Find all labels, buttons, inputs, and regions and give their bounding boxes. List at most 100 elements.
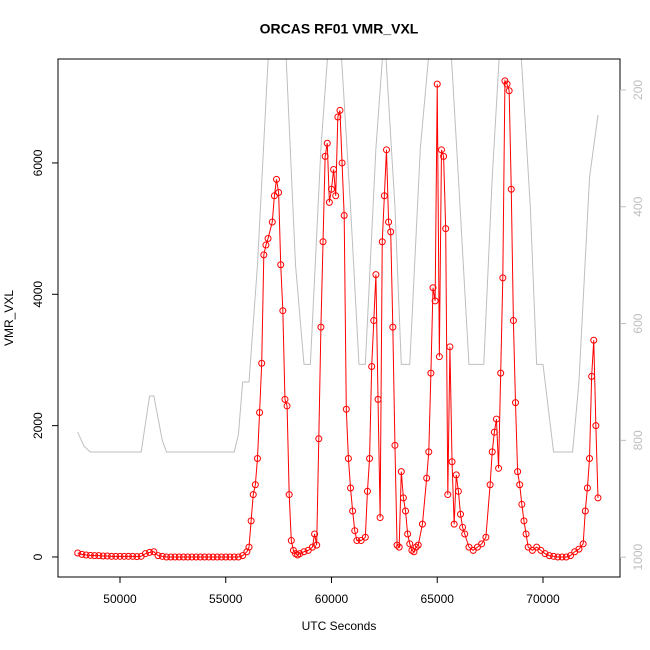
data-point (465, 543, 473, 551)
data-point (391, 441, 399, 449)
y-tick-label: 6000 (31, 149, 45, 176)
x-tick-label: 60000 (315, 592, 349, 606)
data-point (334, 113, 342, 121)
data-point (363, 487, 371, 495)
data-point (440, 152, 448, 160)
data-point (505, 87, 513, 95)
data-point (315, 435, 323, 443)
chart-title: ORCAS RF01 VMR_VXL (260, 21, 419, 37)
data-point (262, 241, 270, 249)
y2-tick-label: 800 (631, 430, 645, 450)
data-point (230, 553, 238, 561)
data-point (514, 468, 522, 476)
data-point (418, 520, 426, 528)
data-point (327, 185, 335, 193)
data-point (431, 297, 439, 305)
data-point (332, 192, 340, 200)
data-point (558, 553, 566, 561)
data-point (550, 552, 558, 560)
x-axis-label: UTC Seconds (302, 619, 377, 633)
data-point (395, 543, 403, 551)
data-point (509, 317, 517, 325)
data-point (357, 537, 365, 545)
data-point (442, 225, 450, 233)
data-point (541, 550, 549, 558)
data-point (226, 553, 234, 561)
data-point (95, 552, 103, 560)
data-point (378, 238, 386, 246)
data-point (277, 261, 285, 269)
data-point (336, 106, 344, 114)
data-point (213, 553, 221, 561)
data-point (103, 552, 111, 560)
data-point (273, 175, 281, 183)
data-point (586, 454, 594, 462)
data-point (387, 228, 395, 236)
data-point (414, 541, 422, 549)
data-point (351, 527, 359, 535)
data-point (323, 139, 331, 147)
data-point (222, 553, 230, 561)
data-point (448, 458, 456, 466)
data-point (372, 271, 380, 279)
data-point (308, 543, 316, 551)
data-point (338, 159, 346, 167)
data-point (412, 543, 420, 551)
data-point (285, 491, 293, 499)
data-point (397, 468, 405, 476)
data-point (579, 540, 587, 548)
data-point (511, 399, 519, 407)
data-point (444, 491, 452, 499)
data-point (205, 553, 213, 561)
data-point (275, 189, 283, 197)
data-point (488, 448, 496, 456)
data-point (524, 543, 532, 551)
data-line (77, 79, 599, 558)
data-point (583, 484, 591, 492)
data-point (91, 552, 99, 560)
data-point (545, 552, 553, 560)
data-point (461, 530, 469, 538)
data-point (423, 474, 431, 482)
data-point (433, 80, 441, 88)
data-point (300, 548, 308, 556)
y-tick-label: 4000 (31, 281, 45, 308)
data-point (218, 553, 226, 561)
data-point (427, 369, 435, 377)
data-point (304, 546, 312, 554)
data-point (264, 234, 272, 242)
data-point (296, 550, 304, 558)
data-point (478, 540, 486, 548)
data-point (82, 551, 90, 559)
data-point (150, 548, 158, 556)
data-point (313, 541, 321, 549)
data-point (588, 372, 596, 380)
data-point (321, 152, 329, 160)
data-point (108, 552, 116, 560)
data-point (518, 500, 526, 508)
data-point (537, 546, 545, 554)
data-point (279, 307, 287, 315)
data-point (129, 552, 137, 560)
data-point (389, 323, 397, 331)
data-point (473, 543, 481, 551)
data-point (124, 552, 132, 560)
data-point (454, 487, 462, 495)
data-point (253, 454, 261, 462)
data-point (507, 185, 515, 193)
data-point (201, 553, 209, 561)
data-point (402, 507, 410, 515)
x-tick-label: 65000 (421, 592, 455, 606)
data-point (287, 537, 295, 545)
data-point (520, 517, 528, 525)
data-point (74, 549, 82, 557)
y2-tick-label: 1000 (631, 543, 645, 570)
data-point (399, 494, 407, 502)
data-point (167, 553, 175, 561)
data-point (368, 363, 376, 371)
plot-frame (57, 58, 621, 578)
data-point (497, 369, 505, 377)
x-tick-label: 55000 (209, 592, 243, 606)
data-point (562, 553, 570, 561)
data-point (374, 395, 382, 403)
